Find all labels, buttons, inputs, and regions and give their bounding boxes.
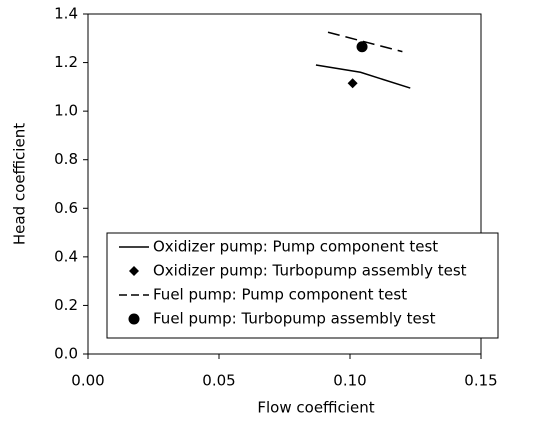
- legend-label: Fuel pump: Pump component test: [153, 286, 407, 304]
- y-tick-label: 0.2: [54, 296, 78, 314]
- x-tick-label: 0.05: [202, 372, 235, 390]
- y-tick-label: 0.4: [54, 247, 78, 265]
- marker: [128, 313, 140, 325]
- legend-label: Oxidizer pump: Pump component test: [153, 238, 438, 256]
- legend-box: [106, 232, 499, 339]
- y-tick-label: 0.6: [54, 199, 78, 217]
- x-tick-label: 0.00: [71, 372, 104, 390]
- y-tick-label: 1.4: [54, 5, 78, 23]
- series-line: [327, 31, 403, 53]
- y-tick-label: 1.2: [54, 53, 78, 71]
- y-tick-label: 0.0: [54, 345, 78, 363]
- plot-frame: [87, 13, 482, 355]
- y-axis-label: Head coefficient: [11, 123, 29, 245]
- series-line: [315, 64, 411, 89]
- legend-label: Oxidizer pump: Turbopump assembly test: [153, 262, 467, 280]
- marker: [356, 41, 368, 53]
- y-tick-label: 0.8: [54, 150, 78, 168]
- x-tick-label: 0.15: [464, 372, 497, 390]
- marker: [347, 78, 358, 89]
- x-tick-label: 0.10: [333, 372, 366, 390]
- y-tick-label: 1.0: [54, 102, 78, 120]
- legend-label: Fuel pump: Turbopump assembly test: [153, 310, 436, 328]
- marker: [129, 266, 139, 276]
- x-axis-label: Flow coefficient: [257, 399, 374, 417]
